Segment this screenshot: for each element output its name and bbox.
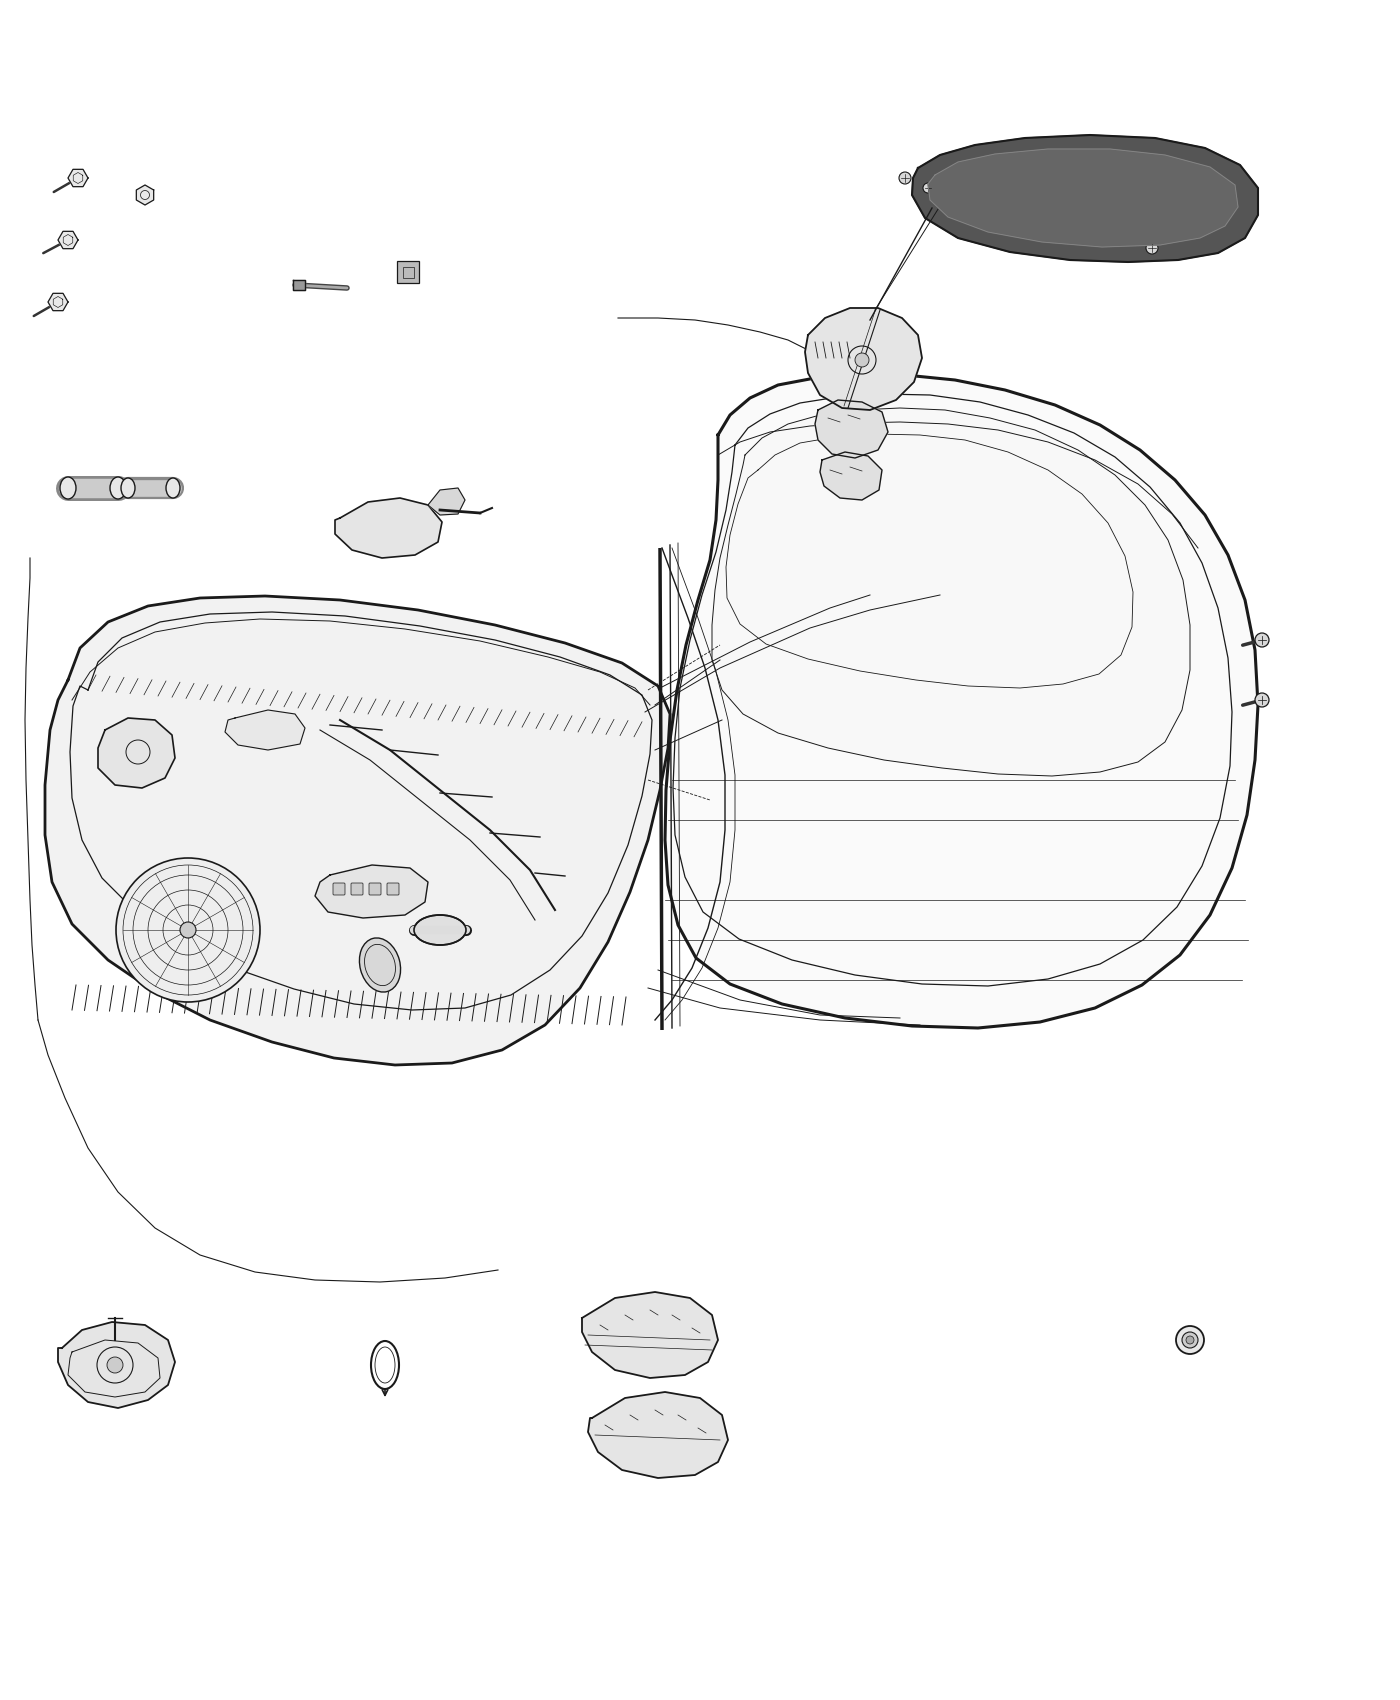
Polygon shape xyxy=(911,134,1259,262)
Circle shape xyxy=(1254,632,1268,648)
Polygon shape xyxy=(48,294,69,311)
Polygon shape xyxy=(335,498,442,558)
Circle shape xyxy=(899,172,911,184)
Polygon shape xyxy=(293,280,305,291)
Circle shape xyxy=(116,858,260,1001)
Polygon shape xyxy=(665,376,1259,1028)
Ellipse shape xyxy=(60,478,76,500)
Polygon shape xyxy=(225,711,305,750)
Circle shape xyxy=(855,354,869,367)
Circle shape xyxy=(181,921,196,938)
Circle shape xyxy=(1186,1336,1194,1345)
Circle shape xyxy=(1254,694,1268,707)
Polygon shape xyxy=(45,597,671,1064)
Polygon shape xyxy=(582,1292,718,1379)
Ellipse shape xyxy=(120,478,134,498)
Circle shape xyxy=(1176,1326,1204,1353)
Polygon shape xyxy=(57,231,78,248)
Circle shape xyxy=(106,1357,123,1374)
Polygon shape xyxy=(136,185,154,206)
Polygon shape xyxy=(820,452,882,500)
Polygon shape xyxy=(69,170,88,187)
Polygon shape xyxy=(98,717,175,789)
Polygon shape xyxy=(805,308,923,410)
Ellipse shape xyxy=(111,478,126,500)
Circle shape xyxy=(1182,1333,1198,1348)
Polygon shape xyxy=(428,488,465,515)
Polygon shape xyxy=(588,1392,728,1477)
Polygon shape xyxy=(315,865,428,918)
Polygon shape xyxy=(815,400,888,457)
FancyBboxPatch shape xyxy=(398,262,419,282)
FancyBboxPatch shape xyxy=(351,882,363,894)
Ellipse shape xyxy=(167,478,181,498)
Ellipse shape xyxy=(414,915,466,945)
Ellipse shape xyxy=(371,1341,399,1389)
FancyBboxPatch shape xyxy=(333,882,344,894)
FancyBboxPatch shape xyxy=(370,882,381,894)
Circle shape xyxy=(923,184,932,194)
Circle shape xyxy=(1147,241,1158,253)
FancyBboxPatch shape xyxy=(386,882,399,894)
Polygon shape xyxy=(713,408,1190,775)
Polygon shape xyxy=(928,150,1238,246)
Polygon shape xyxy=(57,1323,175,1408)
Ellipse shape xyxy=(360,938,400,993)
